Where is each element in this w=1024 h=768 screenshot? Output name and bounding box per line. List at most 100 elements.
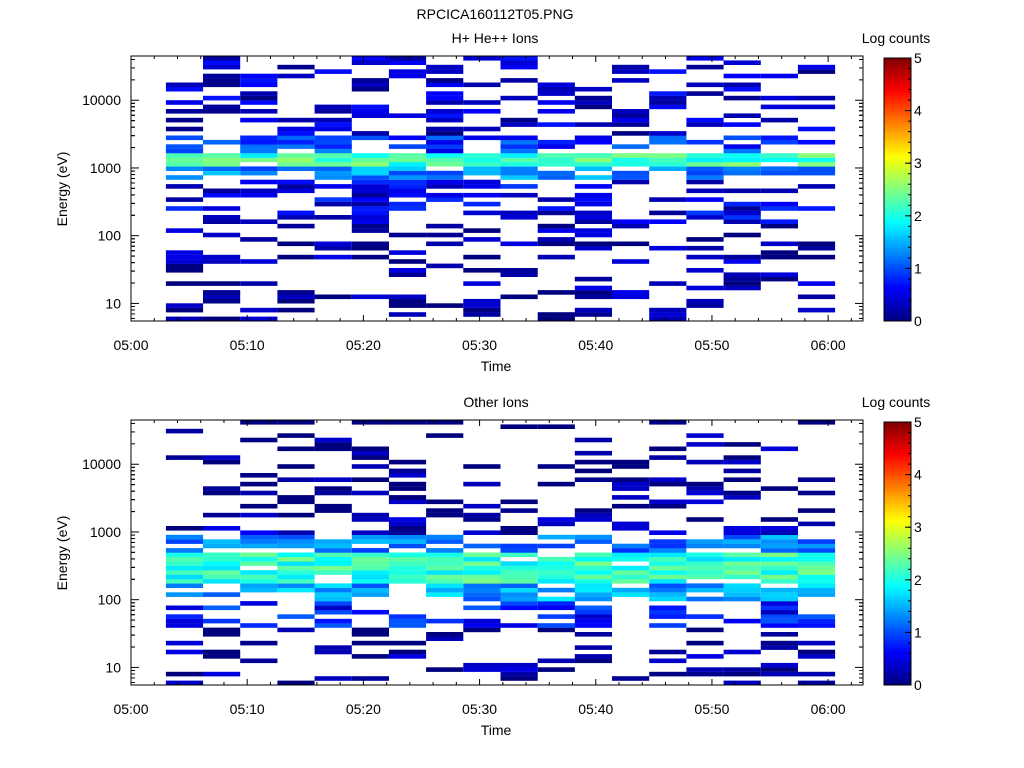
heatmap-cell [574, 294, 612, 300]
heatmap-cell [351, 162, 389, 167]
heatmap-cell [649, 455, 687, 460]
heatmap-cell [537, 627, 575, 633]
heatmap-cell [760, 534, 798, 540]
x-ticks: 05:00 05:10 05:20 05:30 05:40 05:50 06:00 [113, 420, 852, 717]
heatmap-cell [574, 459, 612, 465]
heatmap-cell [203, 565, 241, 571]
heatmap-cell [388, 312, 427, 317]
heatmap-cell [314, 486, 352, 491]
heatmap-cell [426, 433, 464, 438]
heatmap-cell [351, 206, 389, 211]
heatmap-cell [723, 526, 761, 531]
heatmap-cell [723, 170, 761, 176]
heatmap-cell [388, 499, 427, 505]
heatmap-cell [537, 596, 575, 602]
heatmap-cell [649, 543, 687, 549]
heatmap-cell [314, 583, 352, 588]
heatmap-cell [500, 596, 538, 602]
colorbar-tick-label: 4 [914, 103, 922, 119]
heatmap-cell [426, 263, 464, 269]
x-tick-label: 05:50 [694, 701, 729, 717]
colorbar [883, 57, 912, 322]
heatmap-cell [277, 188, 315, 194]
heatmap-cell [537, 614, 575, 619]
heatmap-cell [760, 671, 798, 677]
heatmap-cell [203, 215, 241, 220]
heatmap-cell [426, 95, 464, 101]
heatmap-cell [165, 539, 204, 544]
heatmap-cell [388, 303, 427, 308]
heatmap-cell [649, 561, 687, 566]
heatmap-cell [351, 627, 389, 633]
heatmap-cell [426, 91, 464, 96]
heatmap-cell [649, 69, 687, 74]
heatmap-cell [463, 627, 501, 633]
heatmap-cell [165, 263, 204, 269]
heatmap-cell [240, 539, 278, 544]
heatmap-cell [240, 512, 278, 518]
heatmap-cell [314, 508, 352, 513]
heatmap-cell [463, 481, 501, 487]
heatmap-cell [612, 294, 650, 300]
heatmap-cell [165, 680, 204, 686]
heatmap-cell [314, 605, 352, 611]
heatmap-cell [649, 565, 687, 571]
heatmap-cell [537, 587, 575, 593]
heatmap-cell [574, 654, 612, 659]
heatmap-cell [612, 241, 650, 247]
heatmap-cell [351, 609, 389, 615]
heatmap-cell [649, 481, 687, 487]
heatmap-cell [649, 596, 687, 602]
heatmap-cell [537, 667, 575, 672]
heatmap-cell [426, 113, 464, 118]
heatmap-cell [277, 241, 315, 247]
heatmap-cell [388, 294, 427, 300]
heatmap-cell [277, 153, 315, 158]
heatmap-cell [723, 667, 761, 672]
heatmap-cell [500, 192, 538, 198]
heatmap-cell [240, 179, 278, 185]
heatmap-cell [723, 574, 761, 580]
heatmap-cell [723, 113, 761, 118]
heatmap-cell [612, 552, 650, 558]
heatmap-cell [649, 307, 687, 313]
heatmap-cell [426, 574, 464, 580]
heatmap-cell [463, 56, 501, 61]
heatmap-cell [388, 517, 427, 522]
heatmap-cell [760, 574, 798, 580]
heatmap-cell [240, 95, 278, 101]
heatmap-cell [388, 175, 427, 180]
heatmap-cell [463, 303, 501, 308]
heatmap-cell [500, 565, 538, 571]
heatmap-cell [314, 197, 352, 202]
heatmap-cell [500, 579, 538, 584]
heatmap-cell [574, 579, 612, 584]
heatmap-cell [723, 254, 761, 260]
heatmap-cell [797, 245, 836, 251]
heatmap-cell [723, 468, 761, 474]
heatmap-cell [426, 241, 464, 247]
heatmap-cell [203, 486, 241, 491]
heatmap-cell [351, 570, 389, 575]
heatmap-cell [314, 117, 352, 123]
colorbar-label: Log counts [862, 30, 931, 46]
heatmap-cell [537, 223, 575, 229]
heatmap-cell [612, 122, 650, 127]
heatmap-cell [277, 433, 315, 438]
heatmap-cell [240, 139, 278, 145]
heatmap-cell [351, 420, 389, 425]
heatmap-cell [165, 614, 204, 619]
heatmap-cell [388, 521, 427, 527]
heatmap-cell [797, 614, 836, 619]
heatmap-cell [314, 157, 352, 163]
heatmap-cell [686, 64, 724, 70]
heatmap-cell [686, 162, 724, 167]
heatmap-cell [351, 539, 389, 544]
heatmap-cell [277, 512, 315, 518]
heatmap-cell [165, 605, 204, 611]
heatmap-cell [463, 587, 501, 593]
heatmap-cell [203, 109, 241, 114]
heatmap-cell [723, 671, 761, 677]
heatmap-cell [351, 450, 389, 456]
heatmap-cell [314, 139, 352, 145]
